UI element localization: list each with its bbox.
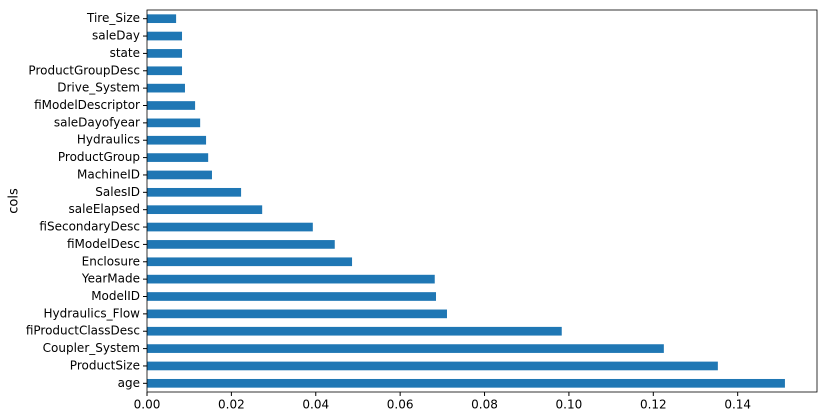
y-tick-label: Enclosure	[82, 254, 140, 268]
y-tick-label: MachineID	[77, 167, 140, 181]
x-tick-label: 0.06	[387, 398, 414, 412]
y-tick-label: SalesID	[95, 185, 140, 199]
bar	[147, 240, 335, 249]
y-tick-label: state	[110, 46, 140, 60]
y-tick-label: saleElapsed	[69, 202, 140, 216]
x-tick-label: 0.02	[218, 398, 245, 412]
y-tick-label: ProductGroup	[58, 150, 140, 164]
bar	[147, 66, 183, 76]
x-tick-label: 0.14	[724, 398, 751, 412]
y-tick-label: fiSecondaryDesc	[39, 220, 140, 234]
bar	[147, 205, 263, 215]
bar	[147, 361, 718, 371]
bar	[147, 49, 183, 58]
bar	[147, 31, 183, 41]
bar	[147, 187, 242, 197]
x-tick-label: 0.00	[134, 398, 161, 412]
bar	[147, 153, 209, 162]
plot-frame	[146, 9, 818, 393]
y-tick-label: fiProductClassDesc	[26, 324, 140, 338]
bar	[147, 135, 207, 145]
bar	[147, 118, 201, 128]
y-tick-label: Hydraulics	[77, 133, 140, 147]
y-tick-label: Hydraulics_Flow	[43, 306, 140, 320]
y-tick-label: Coupler_System	[43, 341, 140, 355]
y-tick-label: YearMade	[81, 272, 140, 286]
y-tick-label: saleDayofyear	[54, 115, 140, 129]
bar	[147, 257, 353, 267]
y-tick-label: Tire_Size	[86, 11, 140, 25]
y-tick-label: ProductGroupDesc	[28, 63, 140, 77]
bar	[147, 170, 212, 180]
x-tick-label: 0.04	[302, 398, 329, 412]
bar	[147, 326, 562, 336]
y-tick-label: fiModelDescriptor	[34, 98, 140, 112]
bar	[147, 14, 177, 24]
y-tick-label: saleDay	[92, 29, 140, 43]
x-tick-label: 0.10	[556, 398, 583, 412]
bar	[147, 378, 785, 388]
bar	[147, 309, 447, 319]
bar	[147, 83, 185, 93]
bar	[147, 274, 435, 284]
y-tick-label: Drive_System	[57, 81, 140, 95]
bar	[147, 344, 664, 353]
y-tick-label: ProductSize	[70, 358, 140, 372]
x-tick-label: 0.12	[640, 398, 667, 412]
bar	[147, 222, 313, 232]
y-axis-label: cols	[7, 188, 22, 214]
x-tick-label: 0.08	[471, 398, 498, 412]
y-tick-label: fiModelDesc	[67, 237, 140, 251]
y-tick-label: ModelID	[91, 289, 140, 303]
y-tick-label: age	[118, 376, 140, 390]
bar	[147, 292, 437, 301]
bar	[147, 101, 196, 110]
